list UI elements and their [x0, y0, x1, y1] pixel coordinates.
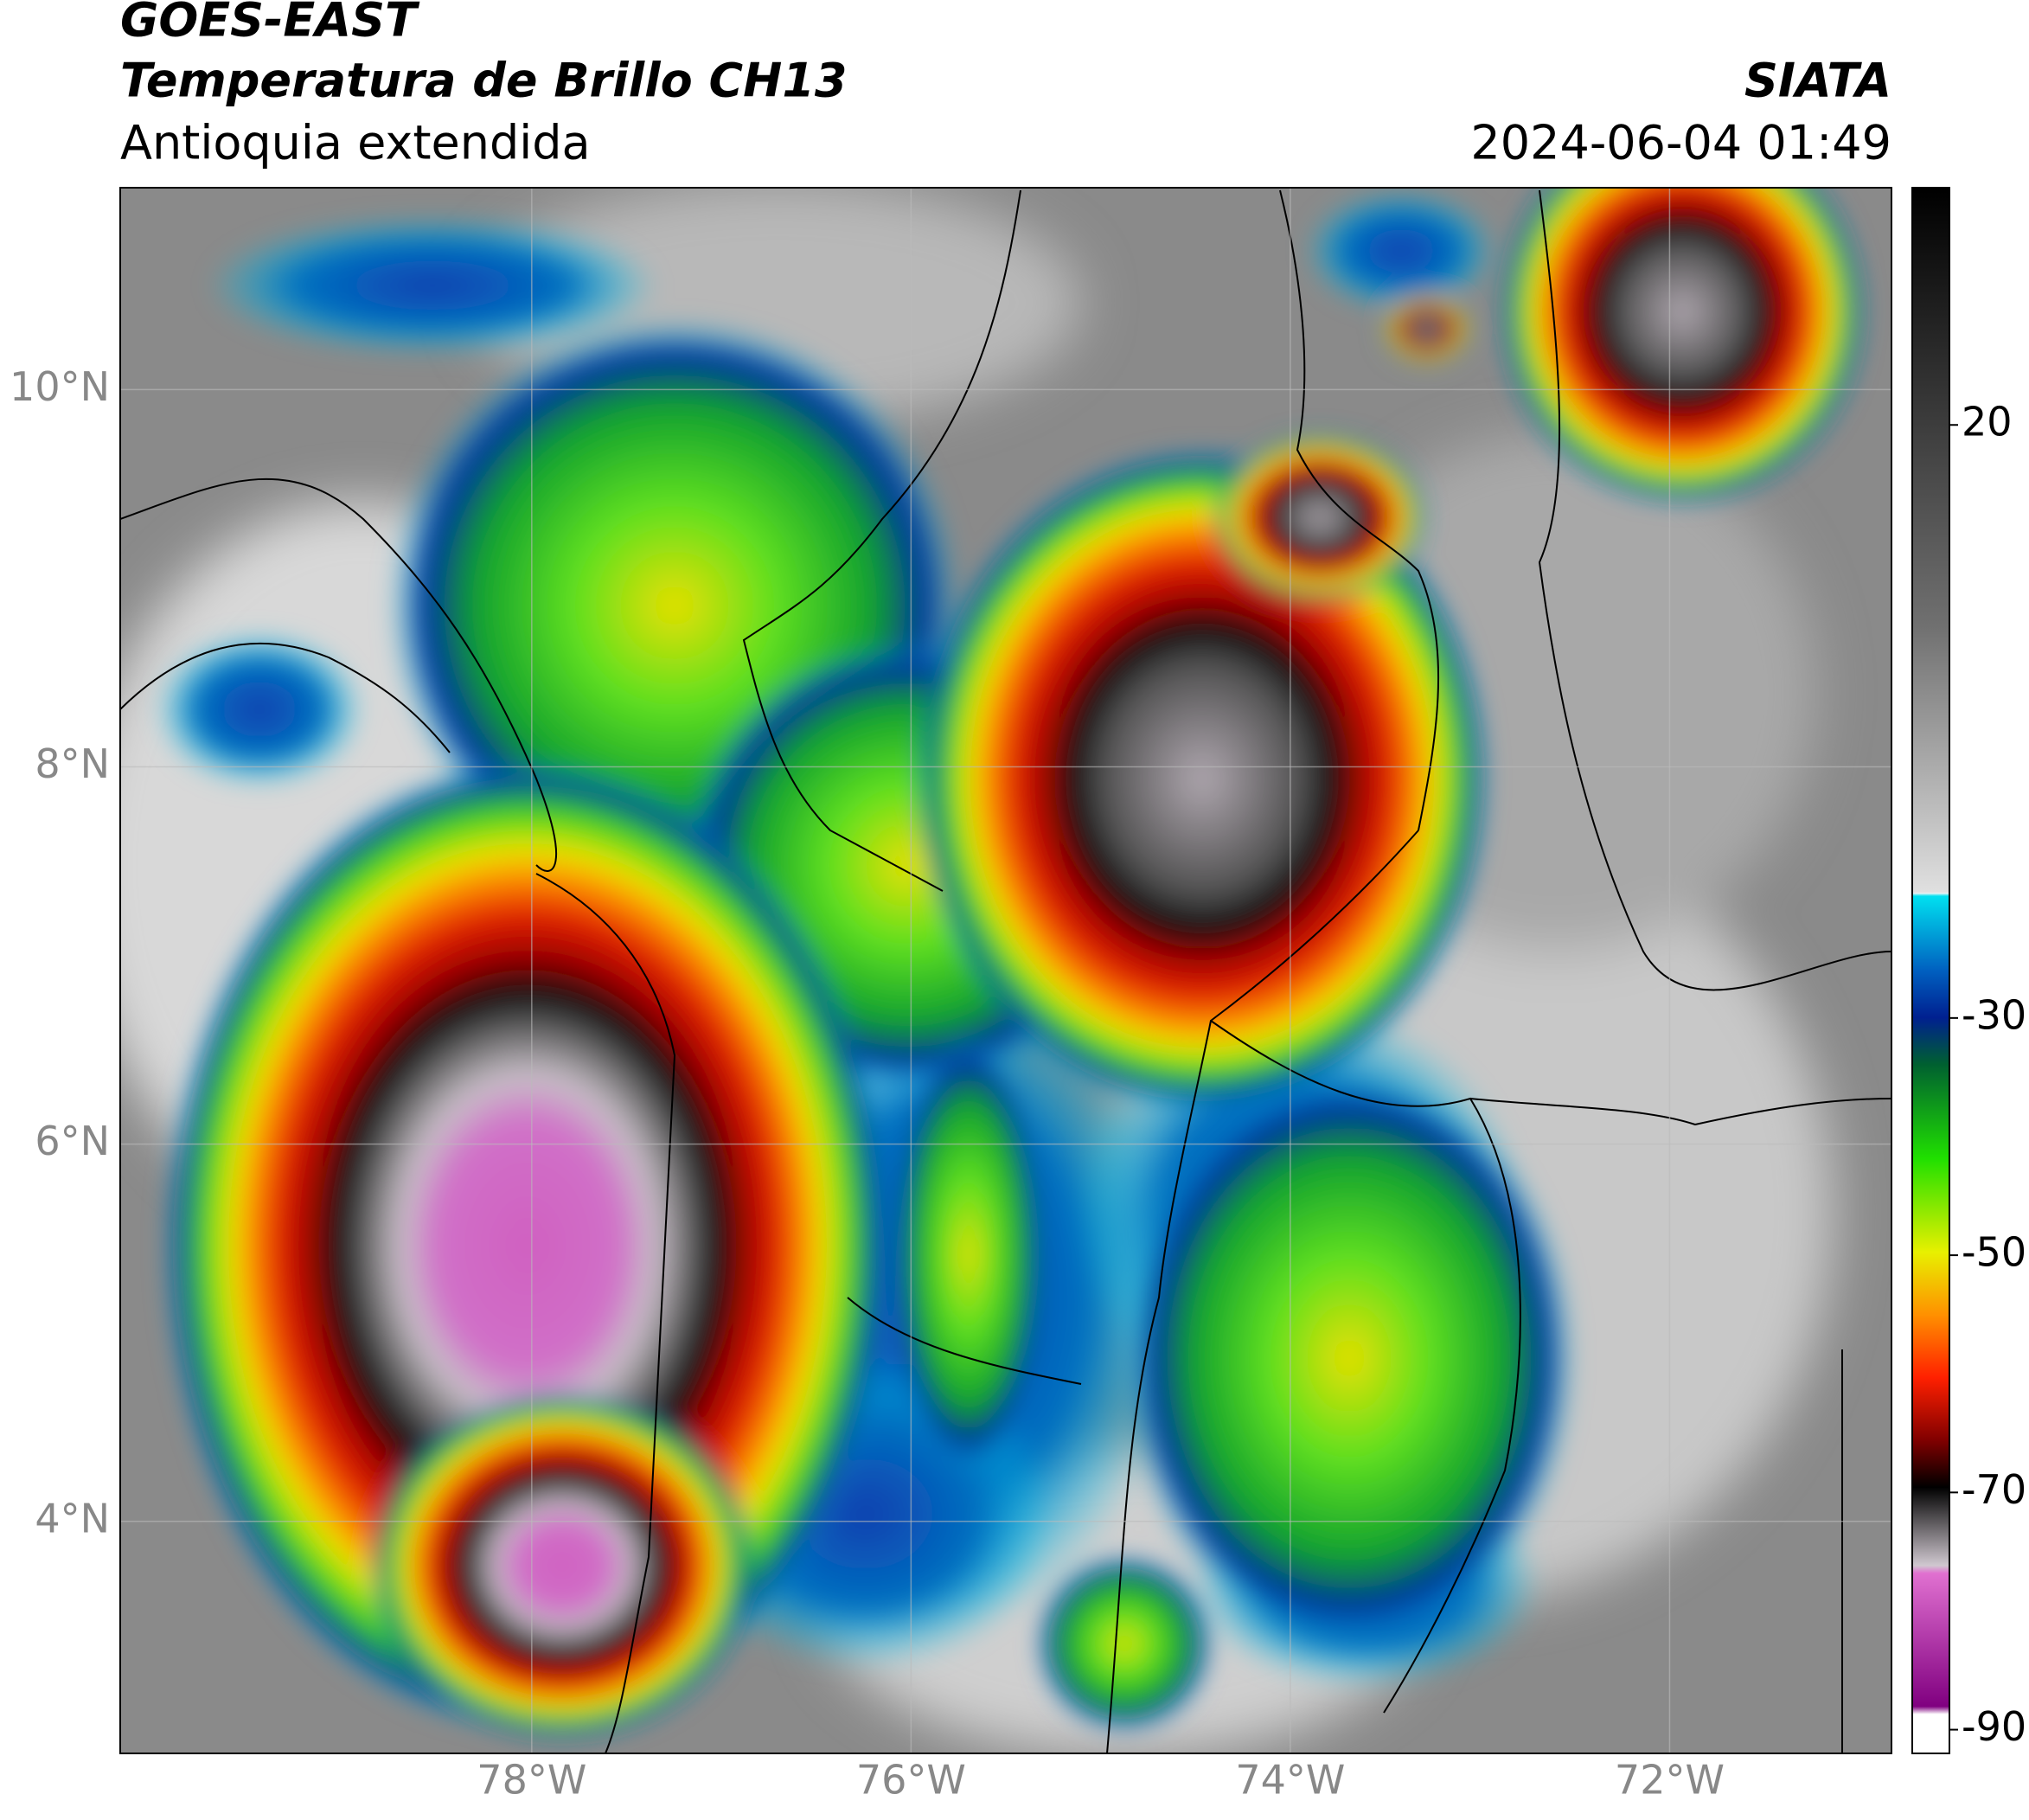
subtitle: Temperatura de Brillo CH13: [120, 54, 848, 108]
colorbar-ticks: 20 -30 -50 -70 -90: [1949, 399, 2026, 1750]
lat-tick-label: 4°N: [35, 1495, 110, 1541]
colorbar-tick-label: -90: [1962, 1703, 2026, 1750]
lon-tick-label: 78°W: [477, 1757, 586, 1804]
lat-tick-label: 6°N: [35, 1118, 110, 1164]
timestamp: 2024-06-04 01:49: [1470, 116, 1891, 170]
gridlines: [120, 188, 1891, 1753]
lon-tick-label: 76°W: [856, 1757, 966, 1804]
colorbar-tick-label: -50: [1962, 1229, 2026, 1276]
title: GOES-EAST: [120, 0, 420, 48]
region: Antioquia extendida: [120, 116, 591, 170]
borders: [120, 189, 1891, 1753]
lat-tick-label: 10°N: [10, 363, 110, 410]
map: [120, 188, 1891, 1753]
colorbar-tick-label: 20: [1962, 399, 2013, 445]
source: SIATA: [1744, 54, 1891, 108]
colorbar: [1911, 187, 1950, 1754]
cloud-tops: [156, 188, 1864, 1739]
lon-tick-label: 74°W: [1235, 1757, 1345, 1804]
axis-labels: 78°W 76°W 74°W 72°W 10°N 8°N 6°N 4°N: [10, 363, 1725, 1804]
lat-tick-label: 8°N: [35, 740, 110, 787]
colorbar-tick-label: -70: [1962, 1466, 2026, 1513]
map-frame: [119, 187, 1892, 1754]
colorbar-tick-label: -30: [1962, 991, 2026, 1038]
lon-tick-label: 72°W: [1615, 1757, 1725, 1804]
